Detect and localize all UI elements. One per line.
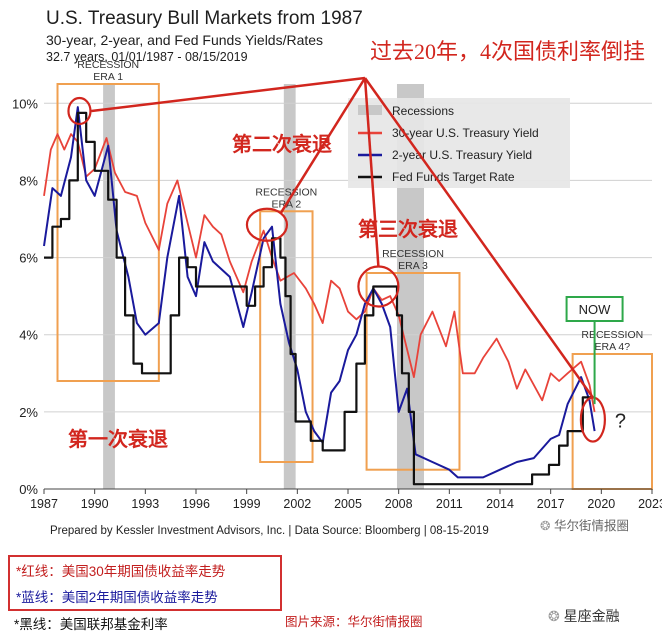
y-tick-label: 2% xyxy=(19,405,38,420)
recession-band xyxy=(283,84,296,489)
x-tick-label: 1987 xyxy=(30,497,58,511)
annotation-arrow xyxy=(363,77,380,267)
annotation-arrow xyxy=(279,77,367,214)
x-tick-label: 1990 xyxy=(81,497,109,511)
y-tick-label: 6% xyxy=(19,251,38,266)
legend-entry: 2-year U.S. Treasury Yield xyxy=(392,148,532,162)
era-label: RECESSION xyxy=(255,186,317,198)
y-tick-label: 8% xyxy=(19,173,38,188)
inversion-annotation: 过去20年，4次国债利率倒挂 xyxy=(370,39,646,64)
x-tick-label: 2011 xyxy=(436,497,463,511)
x-tick-label: 2008 xyxy=(385,497,413,511)
third-recession-label: 第三次衰退 xyxy=(358,219,458,241)
wechat-icon: ❂ xyxy=(548,608,564,624)
black-line-note: *黑线：美国联邦基金利率 xyxy=(14,617,168,632)
first-recession-label: 第一次衰退 xyxy=(68,429,168,451)
image-source: 图片来源：华尔街情报圈 xyxy=(285,615,423,629)
legend-entry: Recessions xyxy=(392,104,454,118)
annotation-arrow xyxy=(363,77,594,399)
legend-entry: Fed Funds Target Rate xyxy=(392,170,515,184)
x-tick-label: 1996 xyxy=(182,497,210,511)
era-label: ERA 3 xyxy=(398,260,428,272)
chart-subtitle: 30-year, 2-year, and Fed Funds Yields/Ra… xyxy=(46,32,324,48)
chart-footer: Prepared by Kessler Investment Advisors,… xyxy=(50,525,489,537)
era-box xyxy=(56,83,160,382)
era-label: RECESSION xyxy=(382,248,444,260)
inversion-circle xyxy=(67,96,92,126)
chart-period: 32.7 years, 01/01/1987 - 08/15/2019 xyxy=(46,50,248,64)
x-tick-label: 2014 xyxy=(486,497,514,511)
now-label: NOW xyxy=(579,302,612,317)
legend-entry: 30-year U.S. Treasury Yield xyxy=(392,126,539,140)
watermark-top: ❂ 华尔街情报圈 xyxy=(540,519,629,533)
annotation-arrow xyxy=(91,76,366,113)
era-label: ERA 1 xyxy=(93,71,123,83)
y-tick-label: 0% xyxy=(19,482,38,497)
blue-line-note: *蓝线：美国2年期国债收益率走势 xyxy=(16,590,218,605)
red-line-note: *红线：美国30年期国债收益率走势 xyxy=(16,564,226,579)
era-box xyxy=(571,353,653,490)
x-tick-label: 2005 xyxy=(334,497,362,511)
x-tick-label: 2023 xyxy=(638,497,662,511)
notes-box: *红线：美国30年期国债收益率走势 *蓝线：美国2年期国债收益率走势 xyxy=(8,555,282,611)
x-tick-label: 1999 xyxy=(233,497,261,511)
second-recession-label: 第二次衰退 xyxy=(232,134,332,156)
series-2yr-line xyxy=(43,106,596,479)
wechat-icon: ❂ xyxy=(540,519,554,533)
x-tick-label: 2017 xyxy=(537,497,565,511)
era-box xyxy=(259,210,314,463)
x-tick-label: 2020 xyxy=(587,497,615,511)
y-tick-label: 10% xyxy=(12,96,38,111)
era-label: RECESSION xyxy=(581,329,643,341)
series-30yr-line xyxy=(43,133,596,413)
x-tick-label: 1993 xyxy=(131,497,159,511)
legend-box xyxy=(348,98,570,188)
x-tick-label: 2002 xyxy=(283,497,311,511)
watermark-bottom: ❂ 星座金融 xyxy=(548,608,620,624)
legend-swatch xyxy=(358,105,382,115)
recession-band xyxy=(103,84,115,489)
era-label: ERA 4? xyxy=(595,341,631,353)
inversion-circle xyxy=(245,207,289,242)
era-label: RECESSION xyxy=(77,59,139,71)
chart-title: U.S. Treasury Bull Markets from 1987 xyxy=(46,8,363,29)
question-mark: ? xyxy=(615,410,626,432)
y-tick-label: 4% xyxy=(19,328,38,343)
